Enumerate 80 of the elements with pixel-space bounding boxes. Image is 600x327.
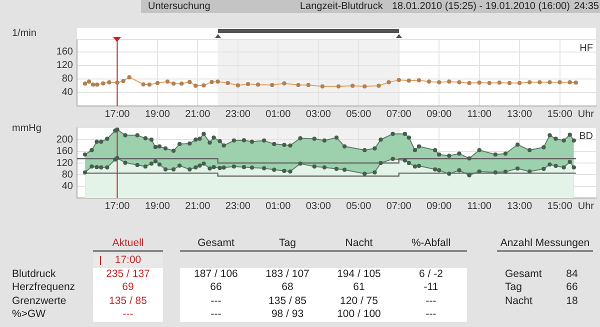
x-tick-label: 23:00 — [225, 108, 251, 120]
x-tick-label: 23:00 — [225, 200, 251, 212]
text: --- — [426, 308, 436, 320]
text: 17:00 — [114, 254, 142, 266]
y-tick-label: 120 — [56, 158, 74, 169]
text: 235 / 137 — [106, 268, 150, 280]
y-axis-title: 1/min — [12, 28, 36, 39]
text: 6 / -2 — [419, 268, 443, 280]
text: Untersuchung — [148, 0, 212, 13]
text: Langzeit-Blutdruck — [300, 0, 384, 13]
x-tick-label: 19:00 — [144, 200, 170, 212]
x-tick-label: 15:00 — [547, 200, 573, 212]
y-axis-title: mmHg — [12, 122, 42, 134]
category-label: %>GW — [12, 308, 46, 320]
text: 194 / 105 — [337, 268, 381, 280]
text: 98 / 93 — [271, 308, 304, 320]
text: 18.01.2010 (15:25) - 19.01.2010 (16:00) — [392, 0, 570, 13]
x-tick-label: 11:00 — [467, 108, 492, 120]
text: --- — [210, 308, 222, 320]
x-tick-label: 21:00 — [185, 108, 211, 120]
text: 120 / 75 — [340, 294, 378, 306]
x-tick-label: 07:00 — [386, 200, 412, 212]
x-tick-label: 05:00 — [346, 200, 372, 212]
x-tick-label: 17:00 — [104, 108, 130, 120]
y-tick-label: 120 — [56, 60, 74, 72]
text: --- — [122, 308, 134, 320]
text: 66 — [566, 281, 578, 293]
y-tick-label: 160 — [56, 146, 74, 158]
text: --- — [210, 294, 222, 306]
text: -11 — [424, 281, 438, 293]
category-label: Tag — [505, 281, 522, 293]
chart-title: BD — [579, 130, 593, 142]
category-label: Blutdruck — [12, 268, 56, 280]
y-tick-label: 200 — [56, 134, 74, 146]
x-tick-label: 03:00 — [306, 108, 332, 120]
x-tick-label: 07:00 — [386, 108, 412, 120]
x-axis-title: Uhr — [578, 200, 595, 212]
text: 24:35 — [572, 0, 599, 13]
y-tick-label: 40 — [62, 181, 74, 192]
category-label: Nacht — [505, 294, 532, 306]
chart-title: HF — [580, 42, 593, 54]
category-label: Herzfrequenz — [12, 281, 76, 293]
x-tick-label: 03:00 — [306, 200, 332, 212]
text: Anzahl Messungen — [497, 236, 593, 252]
x-tick-label: 13:00 — [507, 200, 533, 212]
y-tick-label: 80 — [62, 74, 74, 85]
x-tick-label: 19:00 — [144, 108, 170, 120]
x-tick-label: 11:00 — [467, 200, 492, 212]
category-label: Nacht — [323, 236, 395, 252]
x-tick-label: 15:00 — [547, 108, 573, 120]
category-label: Tag — [252, 236, 323, 252]
x-tick-label: 09:00 — [426, 200, 452, 212]
category-label: Gesamt — [180, 236, 252, 252]
x-tick-label: 05:00 — [346, 108, 372, 120]
text: --- — [426, 294, 436, 306]
text: 84 — [566, 268, 578, 280]
x-tick-label: 01:00 — [266, 108, 292, 120]
text: 187 / 106 — [194, 268, 238, 280]
text: 68 — [282, 281, 294, 293]
text: 135 / 85 — [268, 294, 306, 306]
x-tick-label: 09:00 — [426, 108, 452, 120]
x-tick-label: 21:00 — [185, 200, 211, 212]
text: 61 — [353, 281, 365, 293]
text: 66 — [210, 281, 222, 293]
text: 135 / 85 — [109, 294, 147, 306]
text: 69 — [122, 281, 134, 293]
text: 100 / 100 — [337, 308, 381, 320]
text: 183 / 107 — [266, 268, 310, 280]
y-tick-label: 40 — [62, 87, 74, 98]
x-axis-title: Uhr — [578, 108, 595, 120]
x-tick-label: 13:00 — [507, 108, 533, 120]
category-label: Aktuell — [93, 236, 163, 252]
category-label: Grenzwerte — [12, 294, 66, 306]
category-label: Gesamt — [505, 268, 542, 280]
category-label: %-Abfall — [395, 236, 467, 252]
x-tick-label: 17:00 — [104, 200, 130, 212]
y-tick-label: 160 — [56, 46, 74, 58]
text: 18 — [566, 294, 578, 306]
y-tick-label: 80 — [62, 169, 74, 180]
x-tick-label: 01:00 — [266, 200, 292, 212]
